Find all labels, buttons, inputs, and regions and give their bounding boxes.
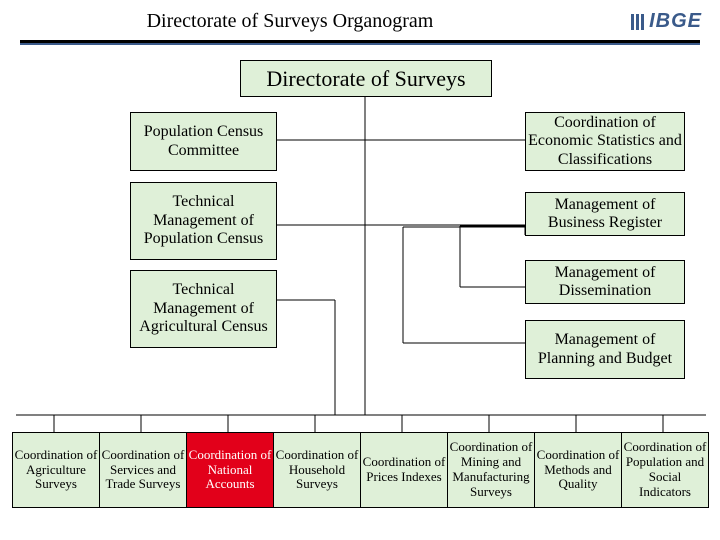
bottom-box-6: Coordination of Methods and Quality (534, 432, 622, 508)
right-box-0: Coordination of Economic Statistics and … (525, 112, 685, 171)
bottom-box-7: Coordination of Population and Social In… (621, 432, 709, 508)
right-box-1: Management of Business Register (525, 192, 685, 236)
root-box: Directorate of Surveys (240, 60, 492, 97)
left-box-1: Technical Management of Population Censu… (130, 182, 277, 260)
bottom-box-3: Coordination of Household Surveys (273, 432, 361, 508)
bottom-box-0: Coordination of Agriculture Surveys (12, 432, 100, 508)
slide: Directorate of Surveys Organogram IBGE (0, 0, 720, 540)
bottom-box-1: Coordination of Services and Trade Surve… (99, 432, 187, 508)
bottom-box-5: Coordination of Mining and Manufacturing… (447, 432, 535, 508)
left-box-2: Technical Management of Agricultural Cen… (130, 270, 277, 348)
bottom-box-4: Coordination of Prices Indexes (360, 432, 448, 508)
right-box-3: Management of Planning and Budget (525, 320, 685, 379)
bottom-box-2: Coordination of National Accounts (186, 432, 274, 508)
left-box-0: Population Census Committee (130, 112, 277, 171)
right-box-2: Management of Dissemination (525, 260, 685, 304)
